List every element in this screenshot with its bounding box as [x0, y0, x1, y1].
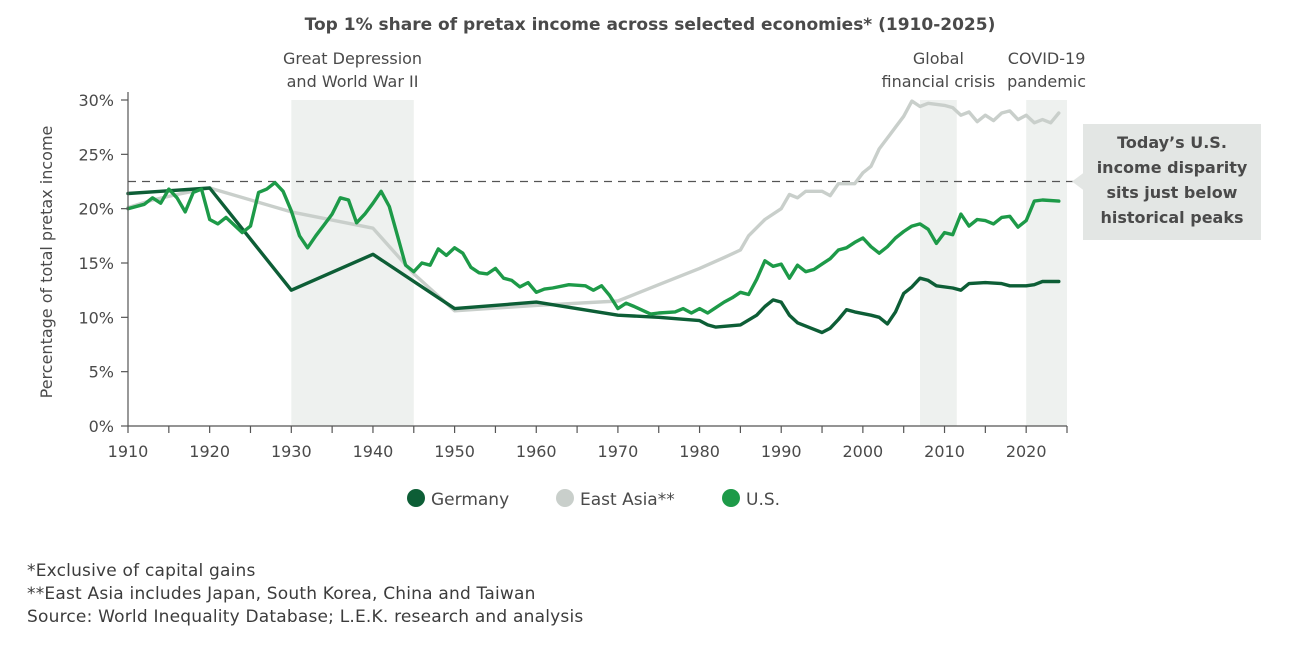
x-tick-label: 1910 — [108, 442, 149, 461]
footnotes: *Exclusive of capital gains **East Asia … — [27, 560, 583, 629]
x-tick-label: 1940 — [353, 442, 394, 461]
x-tick-label: 1950 — [434, 442, 475, 461]
y-tick-label: 20% — [78, 200, 114, 219]
shaded-period-label: pandemic — [1007, 72, 1086, 91]
y-tick-label: 15% — [78, 254, 114, 273]
x-tick-label: 1960 — [516, 442, 557, 461]
footnote-east-asia: **East Asia includes Japan, South Korea,… — [27, 584, 536, 604]
x-tick-label: 1930 — [271, 442, 312, 461]
callout-box: Today’s U.S. income disparity sits just be… — [1072, 124, 1261, 240]
y-tick-label: 25% — [78, 145, 114, 164]
chart-title: Top 1% share of pretax income across sel… — [305, 15, 996, 35]
legend[interactable]: Germany East Asia** U.S. — [407, 489, 780, 510]
x-tick-label: 2020 — [1006, 442, 1047, 461]
y-tick-label: 10% — [78, 308, 114, 327]
legend-swatch — [556, 489, 574, 507]
shaded-period-label: and World War II — [287, 72, 419, 91]
series-line-germany — [126, 186, 1061, 335]
legend-item-eastasia[interactable]: East Asia** — [556, 489, 675, 510]
y-tick-label: 0% — [89, 417, 114, 436]
shaded-period-label: Global — [913, 49, 964, 68]
legend-swatch — [407, 489, 425, 507]
x-tick-label: 1920 — [189, 442, 230, 461]
x-tick-label: 2000 — [843, 442, 884, 461]
x-tick-label: 1990 — [761, 442, 802, 461]
x-tick-label: 1970 — [598, 442, 639, 461]
footnote-capital-gains: *Exclusive of capital gains — [27, 561, 256, 581]
income-share-chart: Top 1% share of pretax income across sel… — [37, 15, 1261, 510]
legend-swatch — [722, 489, 740, 507]
callout-background — [1083, 124, 1261, 240]
legend-item-us[interactable]: U.S. — [722, 489, 780, 510]
callout-pointer — [1072, 172, 1084, 191]
footnote-source: Source: World Inequality Database; L.E.K… — [27, 607, 584, 627]
callout-text-line: historical peaks — [1100, 208, 1243, 227]
axes: 0% 5% 10% 15% 20% 25% 30% 1910 1920 1930 1940 1950 1… — [78, 91, 1068, 461]
shaded-period-label: financial crisis — [882, 72, 996, 91]
legend-label: Germany — [431, 490, 509, 510]
series-lines — [126, 99, 1061, 335]
shaded-periods — [291, 100, 1067, 426]
shaded-period-label: Great Depression — [283, 49, 422, 68]
y-tick-label: 30% — [78, 91, 114, 110]
y-tick-label: 5% — [89, 363, 114, 382]
x-tick-label: 2010 — [924, 442, 965, 461]
y-axis-label: Percentage of total pretax income — [37, 126, 56, 399]
callout-text-line: sits just below — [1107, 183, 1238, 202]
shaded-period-1 — [920, 100, 957, 426]
legend-item-germany[interactable]: Germany — [407, 489, 509, 510]
series-line-us — [126, 180, 1061, 316]
series-line-eastasia — [126, 99, 1061, 313]
legend-label: East Asia** — [580, 490, 675, 510]
legend-label: U.S. — [746, 490, 780, 510]
shaded-period-label: COVID-19 — [1008, 49, 1086, 68]
callout-text-line: income disparity — [1097, 158, 1248, 177]
callout-text-line: Today’s U.S. — [1117, 133, 1227, 152]
shaded-period-2 — [1026, 100, 1067, 426]
x-tick-label: 1980 — [679, 442, 720, 461]
shaded-period-labels: Great Depression and World War II Global fi… — [283, 49, 1086, 91]
